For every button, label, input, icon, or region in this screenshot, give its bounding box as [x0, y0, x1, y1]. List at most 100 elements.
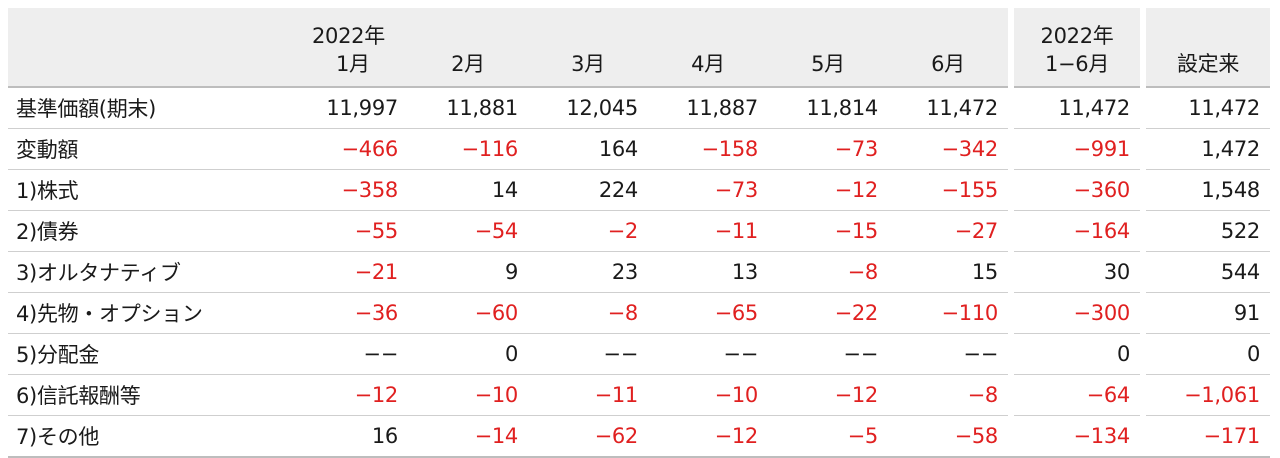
month-value-cell: −14: [408, 416, 528, 458]
since-inception-value-cell: 522: [1146, 211, 1270, 252]
month-value-cell: −27: [888, 211, 1008, 252]
month-value-cell: −8: [768, 252, 888, 293]
header-month-label: 4月: [691, 52, 725, 76]
month-value-cell: −36: [288, 293, 408, 334]
month-value-cell: 164: [528, 129, 648, 170]
month-value-cell: −−: [888, 334, 1008, 375]
table-row: 1)株式 −358 14 224 −73 −12 −155 −360 1,548: [8, 170, 1270, 211]
ytd-value-cell: −64: [1014, 375, 1140, 416]
header-ytd: 2022年 1−6月: [1014, 8, 1140, 88]
month-value-cell: 0: [408, 334, 528, 375]
month-value-cell: 16: [288, 416, 408, 458]
table-header: 2022年 1月 2月 3月 4月 5月 6月: [8, 8, 1270, 88]
month-value-cell: −116: [408, 129, 528, 170]
header-month-label: 6月: [931, 52, 965, 76]
month-value-cell: −−: [648, 334, 768, 375]
header-month-4: 4月: [648, 8, 768, 88]
column-gap: [1008, 129, 1014, 170]
month-value-cell: −−: [768, 334, 888, 375]
ytd-value-cell: −164: [1014, 211, 1140, 252]
month-value-cell: −358: [288, 170, 408, 211]
month-value-cell: −466: [288, 129, 408, 170]
since-inception-value-cell: 1,548: [1146, 170, 1270, 211]
row-label: 1)株式: [8, 170, 288, 211]
month-value-cell: −158: [648, 129, 768, 170]
since-inception-value-cell: 11,472: [1146, 88, 1270, 129]
ytd-value-cell: −991: [1014, 129, 1140, 170]
month-value-cell: 13: [648, 252, 768, 293]
column-gap: [1008, 375, 1014, 416]
month-value-cell: 12,045: [528, 88, 648, 129]
month-value-cell: 23: [528, 252, 648, 293]
since-inception-value-cell: −171: [1146, 416, 1270, 458]
month-value-cell: −8: [888, 375, 1008, 416]
column-gap: [1008, 252, 1014, 293]
month-value-cell: −155: [888, 170, 1008, 211]
month-value-cell: −54: [408, 211, 528, 252]
month-value-cell: −12: [768, 375, 888, 416]
header-month-label: 1月: [336, 52, 370, 76]
table-row: 基準価額(期末) 11,997 11,881 12,045 11,887 11,814 11…: [8, 88, 1270, 129]
month-value-cell: −65: [648, 293, 768, 334]
month-value-cell: 11,814: [768, 88, 888, 129]
table-row: 変動額 −466 −116 164 −158 −73 −342 −991 1,472: [8, 129, 1270, 170]
column-gap: [1140, 170, 1146, 211]
column-gap: [1008, 211, 1014, 252]
header-month-3: 3月: [528, 8, 648, 88]
month-value-cell: 11,997: [288, 88, 408, 129]
header-year: 2022年: [312, 24, 385, 48]
month-value-cell: −5: [768, 416, 888, 458]
month-value-cell: −73: [768, 129, 888, 170]
table-row: 3)オルタナティブ −21 9 23 13 −8 15 30 544: [8, 252, 1270, 293]
header-month-6: 6月: [888, 8, 1008, 88]
month-value-cell: −11: [648, 211, 768, 252]
ytd-value-cell: 11,472: [1014, 88, 1140, 129]
table-row: 6)信託報酬等 −12 −10 −11 −10 −12 −8 −64 −1,061: [8, 375, 1270, 416]
column-gap: [1008, 293, 1014, 334]
month-value-cell: −58: [888, 416, 1008, 458]
header-ytd-range: 1−6月: [1044, 52, 1110, 76]
table-row: 5)分配金 −− 0 −− −− −− −− 0 0: [8, 334, 1270, 375]
month-value-cell: −342: [888, 129, 1008, 170]
month-value-cell: −62: [528, 416, 648, 458]
column-gap: [1008, 170, 1014, 211]
month-value-cell: 11,881: [408, 88, 528, 129]
row-label: 3)オルタナティブ: [8, 252, 288, 293]
column-gap: [1008, 334, 1014, 375]
month-value-cell: −55: [288, 211, 408, 252]
header-month-label: 5月: [811, 52, 845, 76]
column-gap: [1140, 8, 1146, 88]
since-inception-value-cell: 0: [1146, 334, 1270, 375]
month-value-cell: −60: [408, 293, 528, 334]
month-value-cell: −−: [528, 334, 648, 375]
header-since-inception: 設定来: [1146, 8, 1270, 88]
row-label: 4)先物・オプション: [8, 293, 288, 334]
header-blank: [8, 8, 288, 88]
month-value-cell: −21: [288, 252, 408, 293]
table-body: 基準価額(期末) 11,997 11,881 12,045 11,887 11,814 11…: [8, 88, 1270, 458]
column-gap: [1140, 334, 1146, 375]
table-row: 7)その他 16 −14 −62 −12 −5 −58 −134 −171: [8, 416, 1270, 458]
column-gap: [1140, 211, 1146, 252]
column-gap: [1140, 129, 1146, 170]
month-value-cell: 14: [408, 170, 528, 211]
month-value-cell: −12: [648, 416, 768, 458]
column-gap: [1008, 88, 1014, 129]
row-label: 基準価額(期末): [8, 88, 288, 129]
month-value-cell: −110: [888, 293, 1008, 334]
table-row: 2)債券 −55 −54 −2 −11 −15 −27 −164 522: [8, 211, 1270, 252]
row-label: 5)分配金: [8, 334, 288, 375]
month-value-cell: −−: [288, 334, 408, 375]
row-label: 2)債券: [8, 211, 288, 252]
column-gap: [1140, 252, 1146, 293]
since-inception-value-cell: −1,061: [1146, 375, 1270, 416]
month-value-cell: 224: [528, 170, 648, 211]
month-value-cell: 15: [888, 252, 1008, 293]
ytd-value-cell: −134: [1014, 416, 1140, 458]
header-ytd-year: 2022年: [1040, 24, 1114, 48]
column-gap: [1140, 88, 1146, 129]
ytd-value-cell: −360: [1014, 170, 1140, 211]
month-value-cell: 11,887: [648, 88, 768, 129]
since-inception-value-cell: 1,472: [1146, 129, 1270, 170]
